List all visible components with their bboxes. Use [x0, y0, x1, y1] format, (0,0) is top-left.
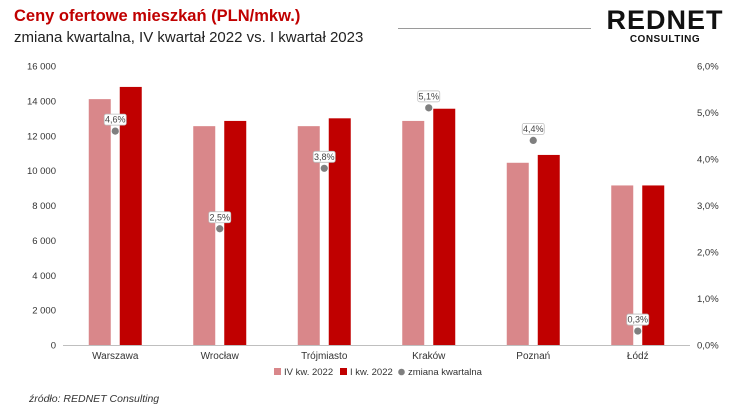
bar-i-kw-2022	[642, 185, 665, 345]
y-left-tick-label: 2 000	[32, 306, 56, 317]
data-label-box	[417, 90, 441, 103]
y-left-tick-label: 12 000	[27, 131, 56, 142]
legend-swatch-zmiana	[398, 368, 405, 376]
y-left-tick-label: 10 000	[27, 166, 56, 177]
change-point	[320, 164, 328, 172]
bar-i-kw-2022	[328, 118, 351, 345]
data-label-box	[103, 113, 127, 126]
x-category-label: Łódź	[627, 351, 649, 362]
data-label-box	[312, 150, 336, 163]
rednet-logo: REDNET CONSULTING	[603, 6, 727, 46]
y-right-tick-label: 2,0%	[697, 248, 719, 259]
data-label: 0,3%	[627, 315, 648, 325]
x-category-label: Wrocław	[201, 351, 240, 362]
y-right-tick-label: 5,0%	[697, 108, 719, 119]
legend-label: zmiana kwartalna	[408, 367, 483, 378]
bar-iv-kw-2022	[611, 185, 634, 345]
bar-i-kw-2022	[119, 86, 142, 346]
header-divider	[398, 28, 591, 29]
data-label-box	[208, 211, 232, 224]
y-left-tick-label: 14 000	[27, 96, 56, 107]
y-left-tick-label: 0	[51, 341, 56, 352]
bar-iv-kw-2022	[88, 99, 111, 345]
bar-iv-kw-2022	[506, 162, 529, 345]
y-left-tick-label: 6 000	[32, 236, 56, 247]
bar-i-kw-2022	[433, 108, 456, 345]
chart-subtitle: zmiana kwartalna, IV kwartał 2022 vs. I …	[14, 29, 364, 46]
y-left-tick-label: 16 000	[27, 62, 56, 73]
x-category-label: Warszawa	[92, 351, 139, 362]
legend-label: IV kw. 2022	[284, 367, 333, 378]
data-label: 2,5%	[209, 212, 230, 222]
x-category-label: Trójmiasto	[301, 351, 348, 362]
logo-main-text: REDNET	[606, 5, 724, 35]
y-left-tick-label: 4 000	[32, 271, 56, 282]
change-point	[634, 327, 642, 335]
bar-iv-kw-2022	[402, 120, 425, 345]
change-point	[425, 104, 433, 112]
logo-sub-text: CONSULTING	[629, 34, 701, 45]
data-label-box	[626, 313, 650, 326]
y-right-tick-label: 0,0%	[697, 341, 719, 352]
change-point	[216, 225, 224, 233]
y-right-tick-label: 1,0%	[697, 294, 719, 305]
bar-i-kw-2022	[537, 154, 560, 345]
change-point	[111, 127, 119, 135]
y-right-tick-label: 4,0%	[697, 155, 719, 166]
y-left-tick-label: 8 000	[32, 201, 56, 212]
x-category-label: Poznań	[516, 351, 550, 362]
data-label: 5,1%	[418, 91, 439, 101]
bar-i-kw-2022	[224, 120, 247, 345]
legend-swatch-iv-kw-2022	[274, 368, 281, 375]
data-label-box	[521, 123, 545, 135]
chart-title: Ceny ofertowe mieszkań (PLN/mkw.)	[14, 7, 301, 25]
change-point	[529, 136, 537, 144]
data-label: 4,6%	[105, 115, 126, 125]
bar-iv-kw-2022	[193, 126, 216, 345]
y-right-tick-label: 6,0%	[697, 62, 719, 73]
legend-label: I kw. 2022	[350, 367, 393, 378]
data-label: 3,8%	[314, 152, 335, 162]
source-note: źródło: REDNET Consulting	[29, 393, 160, 405]
y-right-tick-label: 3,0%	[697, 201, 719, 212]
data-label: 4,4%	[523, 124, 544, 134]
x-category-label: Kraków	[412, 351, 446, 362]
bar-iv-kw-2022	[297, 126, 320, 345]
legend-swatch-i-kw-2022	[340, 368, 347, 375]
